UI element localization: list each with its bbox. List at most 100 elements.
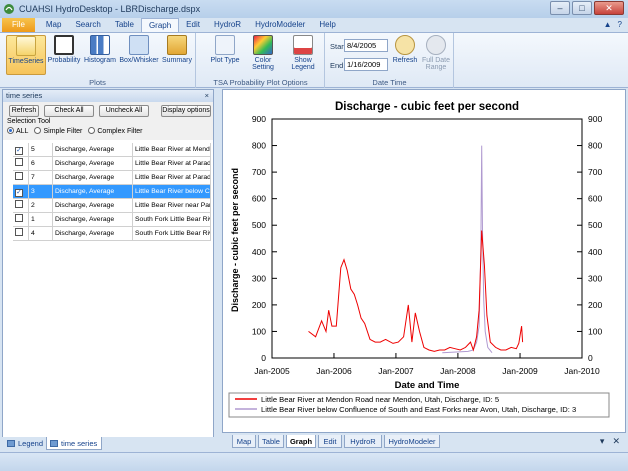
series-checkbox-cell bbox=[13, 199, 29, 213]
series-checkbox[interactable] bbox=[15, 228, 23, 236]
time-series-panel-title: time series × bbox=[3, 90, 213, 102]
series-row[interactable]: 7 Discharge, Average Little Bear River at … bbox=[13, 171, 211, 185]
chart-title: Discharge - cubic feet per second bbox=[335, 101, 519, 113]
dock-tab-graph[interactable]: Graph bbox=[286, 435, 316, 448]
y-tick-label-right: 900 bbox=[588, 114, 602, 124]
series-checkbox-cell: ✓ bbox=[13, 185, 29, 199]
menu-map[interactable]: Map bbox=[45, 20, 62, 29]
dock-dropdown-icon[interactable]: ▾ bbox=[599, 436, 605, 446]
menu-hydror[interactable]: HydroR bbox=[213, 20, 242, 29]
series-checkbox[interactable] bbox=[15, 214, 23, 222]
series-checkbox-cell bbox=[13, 157, 29, 171]
series-id-cell: 1 bbox=[29, 213, 53, 227]
title-bar: CUAHSI HydroDesktop - LBRDischarge.dspx … bbox=[0, 0, 628, 18]
minimize-button[interactable]: – bbox=[550, 1, 570, 15]
time-series-panel: time series × Refresh Check All Uncheck … bbox=[2, 89, 214, 451]
dock-close-icon[interactable]: ✕ bbox=[612, 436, 620, 446]
tab-time-series[interactable]: time series bbox=[46, 437, 102, 450]
refresh-button[interactable]: Refresh bbox=[390, 35, 420, 75]
legend-entry: Little Bear River at Mendon Road near Me… bbox=[261, 395, 499, 404]
display-options-button[interactable]: Display options bbox=[161, 105, 211, 117]
series-toolbar: Refresh Check All Uncheck All Display op… bbox=[3, 102, 213, 140]
histogram-button[interactable]: Histogram bbox=[83, 35, 117, 75]
menu-graph[interactable]: Graph bbox=[140, 18, 180, 32]
series-row[interactable]: ✓ 5 Discharge, Average Little Bear River at… bbox=[13, 143, 211, 157]
show-legend-icon bbox=[293, 35, 313, 55]
show-legend-button[interactable]: Show Legend bbox=[283, 35, 323, 75]
series-site-cell: Little Bear River below Confluence bbox=[133, 185, 211, 199]
menu-help[interactable]: Help bbox=[319, 20, 336, 29]
tab-legend[interactable]: Legend bbox=[4, 437, 46, 450]
series-checkbox-cell bbox=[13, 227, 29, 241]
end-label: End bbox=[330, 61, 344, 70]
y-tick-label: 700 bbox=[252, 167, 266, 177]
x-axis-label: Date and Time bbox=[395, 380, 460, 391]
y-tick-label-right: 100 bbox=[588, 326, 602, 336]
dock-tab-map[interactable]: Map bbox=[232, 435, 256, 448]
plots-group-label: Plots bbox=[89, 78, 106, 87]
full-date-range-button[interactable]: Full Date Range bbox=[420, 35, 452, 75]
series-checkbox-cell: ✓ bbox=[13, 143, 29, 157]
uncheck-all-button[interactable]: Uncheck All bbox=[99, 105, 149, 117]
menu-edit[interactable]: Edit bbox=[186, 20, 200, 29]
panel-close-icon[interactable]: × bbox=[204, 91, 209, 100]
app-logo-icon bbox=[4, 4, 14, 14]
menu-table[interactable]: Table bbox=[114, 20, 134, 29]
checked-checkbox[interactable]: ✓ bbox=[15, 147, 23, 155]
close-button[interactable]: ✕ bbox=[594, 1, 624, 15]
series-checkbox[interactable] bbox=[15, 172, 23, 180]
dock-tab-edit[interactable]: Edit bbox=[318, 435, 342, 448]
discharge-chart[interactable]: Discharge - cubic feet per second 0 100 20… bbox=[223, 90, 625, 432]
help-icon[interactable]: ? bbox=[617, 20, 622, 29]
series-variable-cell: Discharge, Average bbox=[53, 143, 133, 157]
timeseries-icon bbox=[16, 36, 36, 56]
y-tick-label-right: 400 bbox=[588, 247, 602, 257]
series-checkbox[interactable] bbox=[15, 158, 23, 166]
series-site-cell: Little Bear River at Mendon bbox=[133, 143, 211, 157]
filter-all-radio[interactable]: ALL bbox=[7, 127, 28, 135]
filter-simple-radio[interactable]: Simple Filter bbox=[34, 127, 82, 135]
plots-group: TimeSeries Probability Histogram Box/Whi… bbox=[0, 33, 196, 88]
series-row[interactable]: 1 Discharge, Average South Fork Little Bea… bbox=[13, 213, 211, 227]
menu-search[interactable]: Search bbox=[75, 20, 101, 29]
color-setting-button[interactable]: Color Setting bbox=[245, 35, 281, 75]
y-tick-label-right: 800 bbox=[588, 141, 602, 151]
legend-tab-icon bbox=[7, 440, 15, 447]
series-variable-cell: Discharge, Average bbox=[53, 213, 133, 227]
menu-hydromodeler[interactable]: HydroModeler bbox=[255, 20, 306, 29]
series-site-cell: Little Bear River at Paradise bbox=[133, 171, 211, 185]
dock-tab-table[interactable]: Table bbox=[258, 435, 284, 448]
left-bottom-tabs: Legend time series bbox=[2, 437, 214, 451]
status-bar bbox=[0, 452, 628, 471]
dock-tab-hydror[interactable]: HydroR bbox=[344, 435, 382, 448]
start-date-field[interactable]: 8/4/2005 bbox=[344, 39, 388, 52]
timeseries-button[interactable]: TimeSeries bbox=[6, 35, 46, 75]
collapse-ribbon-icon[interactable]: ▲ bbox=[603, 20, 612, 29]
menu-file[interactable]: File bbox=[2, 18, 35, 32]
probability-button[interactable]: Probability bbox=[47, 35, 81, 75]
maximize-button[interactable]: □ bbox=[572, 1, 592, 15]
dock-tab-hydromodeler[interactable]: HydroModeler bbox=[384, 435, 440, 448]
x-tick-label: Jan-2008 bbox=[440, 366, 476, 376]
x-tick-label: Jan-2005 bbox=[254, 366, 290, 376]
y-tick-label-right: 0 bbox=[588, 353, 593, 363]
series-line-1 bbox=[308, 230, 524, 352]
refresh-series-button[interactable]: Refresh bbox=[9, 105, 39, 117]
boxwhisker-button[interactable]: Box/Whisker bbox=[119, 35, 159, 75]
check-all-button[interactable]: Check All bbox=[44, 105, 94, 117]
checked-checkbox[interactable]: ✓ bbox=[15, 189, 23, 197]
series-row[interactable]: 2 Discharge, Average Little Bear River nea… bbox=[13, 199, 211, 213]
summary-button[interactable]: Summary bbox=[160, 35, 194, 75]
y-tick-label-right: 600 bbox=[588, 194, 602, 204]
legend-entry: Little Bear River below Confluence of So… bbox=[261, 405, 576, 414]
datetime-group-label: Date Time bbox=[372, 78, 407, 87]
end-date-field[interactable]: 1/16/2009 bbox=[344, 58, 388, 71]
series-checkbox[interactable] bbox=[15, 200, 23, 208]
filter-complex-radio[interactable]: Complex Filter bbox=[88, 127, 143, 135]
plot-type-button[interactable]: Plot Type bbox=[207, 35, 243, 75]
series-row[interactable]: 6 Discharge, Average Little Bear River at … bbox=[13, 157, 211, 171]
series-row[interactable]: ✓ 3 Discharge, Average Little Bear River be… bbox=[13, 185, 211, 199]
series-row[interactable]: 4 Discharge, Average South Fork Little Bea… bbox=[13, 227, 211, 241]
series-id-cell: 5 bbox=[29, 143, 53, 157]
series-site-cell: South Fork Little Bear River bbox=[133, 227, 211, 241]
